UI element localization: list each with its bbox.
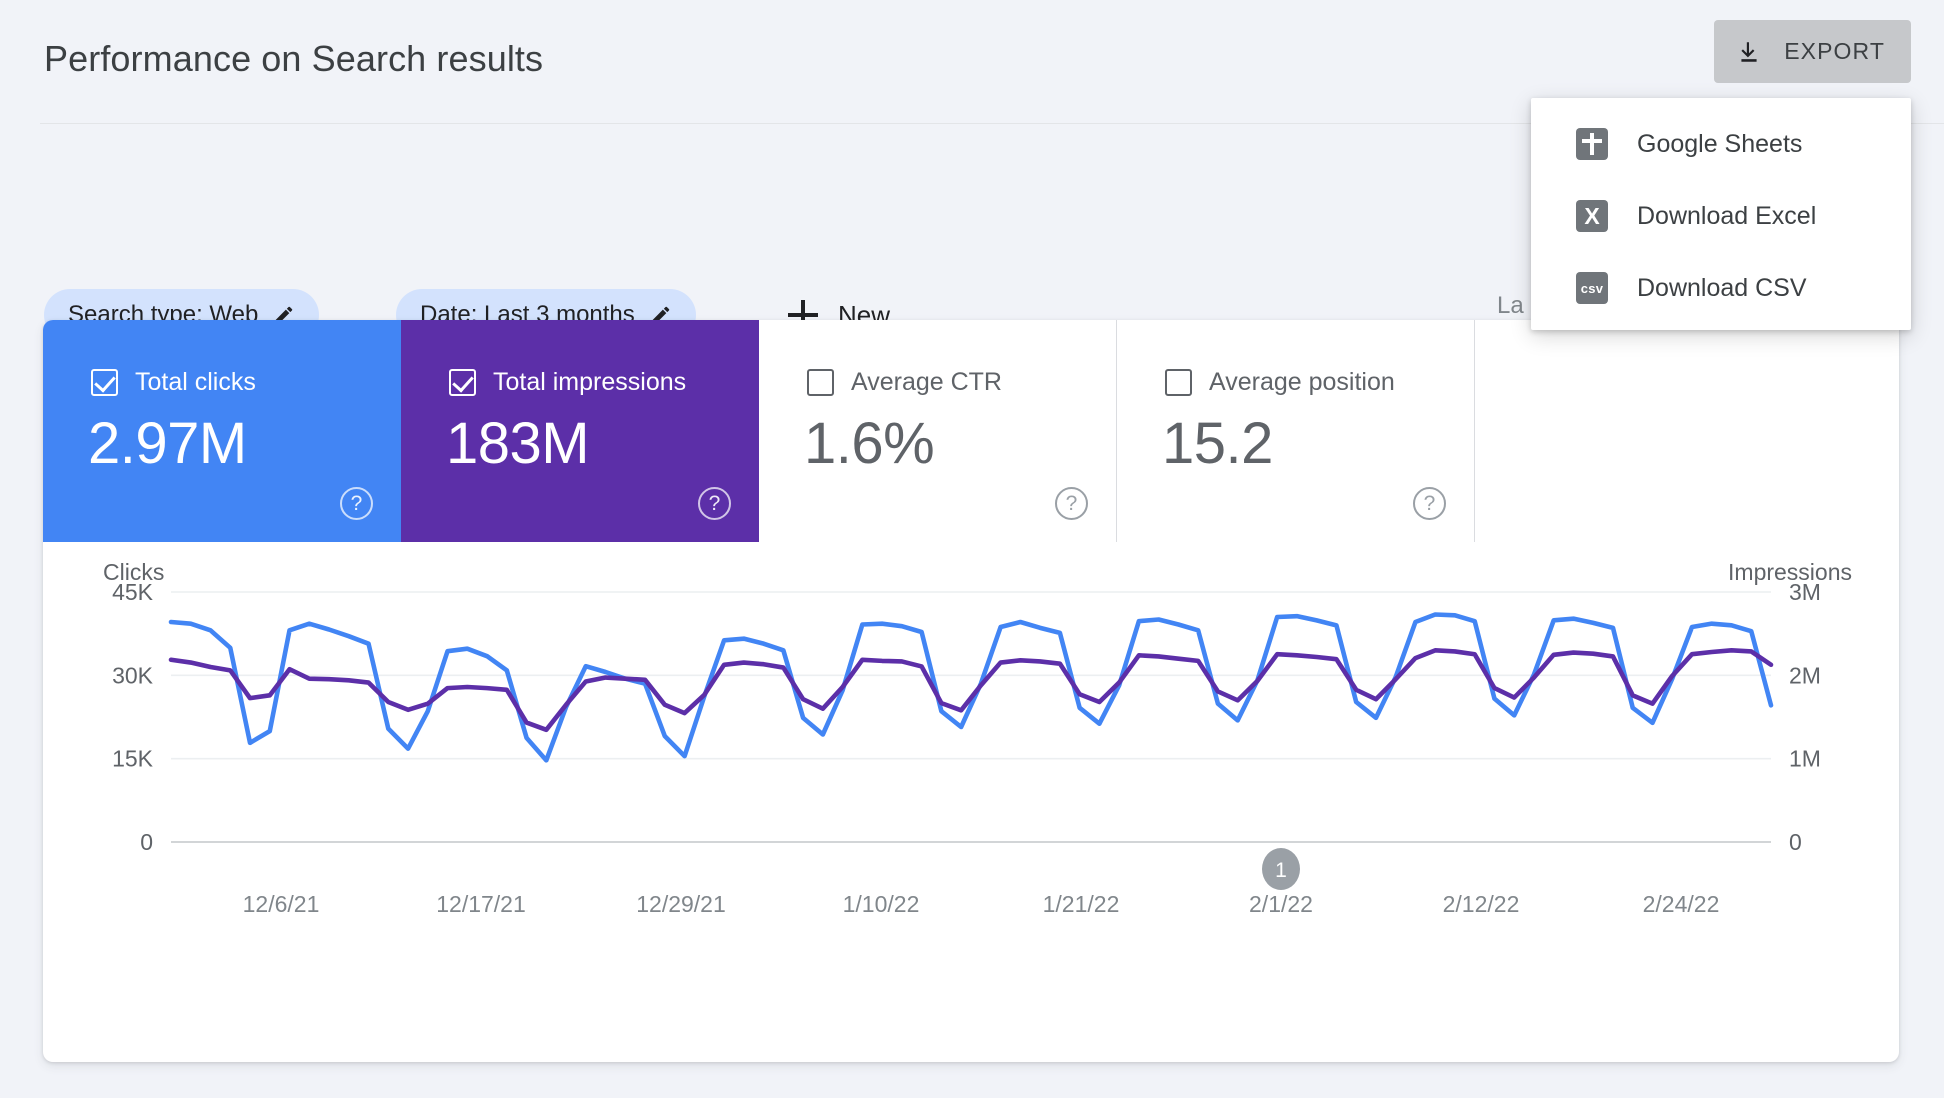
svg-text:1/10/22: 1/10/22 <box>843 891 920 917</box>
help-icon[interactable]: ? <box>1055 487 1088 520</box>
svg-text:30K: 30K <box>112 662 154 688</box>
svg-text:15K: 15K <box>112 746 154 772</box>
help-icon[interactable]: ? <box>1413 487 1446 520</box>
metric-label: Average CTR <box>851 368 1002 396</box>
page-title: Performance on Search results <box>44 38 544 79</box>
metric-label: Average position <box>1209 368 1395 396</box>
checkbox-checked-icon[interactable] <box>449 369 476 396</box>
svg-text:3M: 3M <box>1789 579 1821 605</box>
menu-item-download-csv[interactable]: csv Download CSV <box>1531 252 1911 324</box>
metric-header: Total impressions <box>449 368 686 397</box>
checkbox-unchecked-icon[interactable] <box>1165 369 1192 396</box>
edit-pencil-icon[interactable] <box>273 304 295 326</box>
last-updated-text: La <box>1497 292 1524 319</box>
performance-chart: Clicks Impressions 45K 3M 30K 2M 15K 1M 0 0 12/6… <box>43 542 1899 1062</box>
svg-text:1M: 1M <box>1789 746 1821 772</box>
svg-text:0: 0 <box>140 829 153 855</box>
svg-text:0: 0 <box>1789 829 1802 855</box>
svg-text:12/29/21: 12/29/21 <box>636 891 726 917</box>
metric-card-average-position[interactable]: Average position 15.2 ? <box>1117 320 1475 542</box>
metric-header: Total clicks <box>91 368 256 397</box>
svg-text:2/24/22: 2/24/22 <box>1643 891 1720 917</box>
checkbox-checked-icon[interactable] <box>91 369 118 396</box>
svg-text:12/17/21: 12/17/21 <box>436 891 526 917</box>
help-icon[interactable]: ? <box>340 487 373 520</box>
svg-text:1/21/22: 1/21/22 <box>1043 891 1120 917</box>
svg-text:2M: 2M <box>1789 662 1821 688</box>
export-button[interactable]: EXPORT <box>1714 20 1911 83</box>
metric-value: 1.6% <box>804 411 935 476</box>
menu-item-label: Download CSV <box>1637 273 1807 302</box>
metric-card-total-clicks[interactable]: Total clicks 2.97M ? <box>43 320 401 542</box>
chart-y2-axis-title: Impressions <box>1728 559 1852 585</box>
menu-item-google-sheets[interactable]: Google Sheets <box>1531 108 1911 180</box>
help-icon[interactable]: ? <box>698 487 731 520</box>
metric-row-spacer <box>1475 320 1899 542</box>
metric-card-total-impressions[interactable]: Total impressions 183M ? <box>401 320 759 542</box>
menu-item-label: Download Excel <box>1637 201 1817 230</box>
metric-value: 15.2 <box>1162 411 1273 476</box>
svg-text:1: 1 <box>1275 859 1287 882</box>
performance-card: Total clicks 2.97M ? Total impressions 1… <box>43 320 1899 1062</box>
export-button-label: EXPORT <box>1784 38 1885 64</box>
metric-header: Average CTR <box>807 368 1002 397</box>
export-dropdown-menu[interactable]: Google Sheets X Download Excel csv Downl… <box>1531 98 1911 330</box>
metric-card-average-ctr[interactable]: Average CTR 1.6% ? <box>759 320 1117 542</box>
metric-value: 183M <box>446 411 590 476</box>
download-icon <box>1736 39 1762 65</box>
metric-label: Total clicks <box>135 368 256 396</box>
header-divider <box>40 123 1944 124</box>
svg-text:12/6/21: 12/6/21 <box>243 891 320 917</box>
metric-header: Average position <box>1165 368 1395 397</box>
checkbox-unchecked-icon[interactable] <box>807 369 834 396</box>
csv-icon: csv <box>1576 272 1608 304</box>
edit-pencil-icon[interactable] <box>650 304 672 326</box>
metric-value: 2.97M <box>88 411 247 476</box>
page-header: Performance on Search results EXPORT <box>0 0 1944 124</box>
google-sheets-icon <box>1576 128 1608 160</box>
chart-plot-svg: 45K 3M 30K 2M 15K 1M 0 0 12/6/21 12/17/21 12/29/21… <box>112 579 1821 917</box>
svg-text:2/12/22: 2/12/22 <box>1443 891 1520 917</box>
chart-y-axis-title: Clicks <box>103 559 165 585</box>
metric-label: Total impressions <box>493 368 687 396</box>
svg-text:45K: 45K <box>112 579 154 605</box>
metric-tabs: Total clicks 2.97M ? Total impressions 1… <box>43 320 1899 542</box>
excel-icon: X <box>1576 200 1608 232</box>
plus-icon <box>788 300 818 330</box>
svg-text:2/1/22: 2/1/22 <box>1249 891 1313 917</box>
menu-item-label: Google Sheets <box>1637 129 1803 158</box>
menu-item-download-excel[interactable]: X Download Excel <box>1531 180 1911 252</box>
